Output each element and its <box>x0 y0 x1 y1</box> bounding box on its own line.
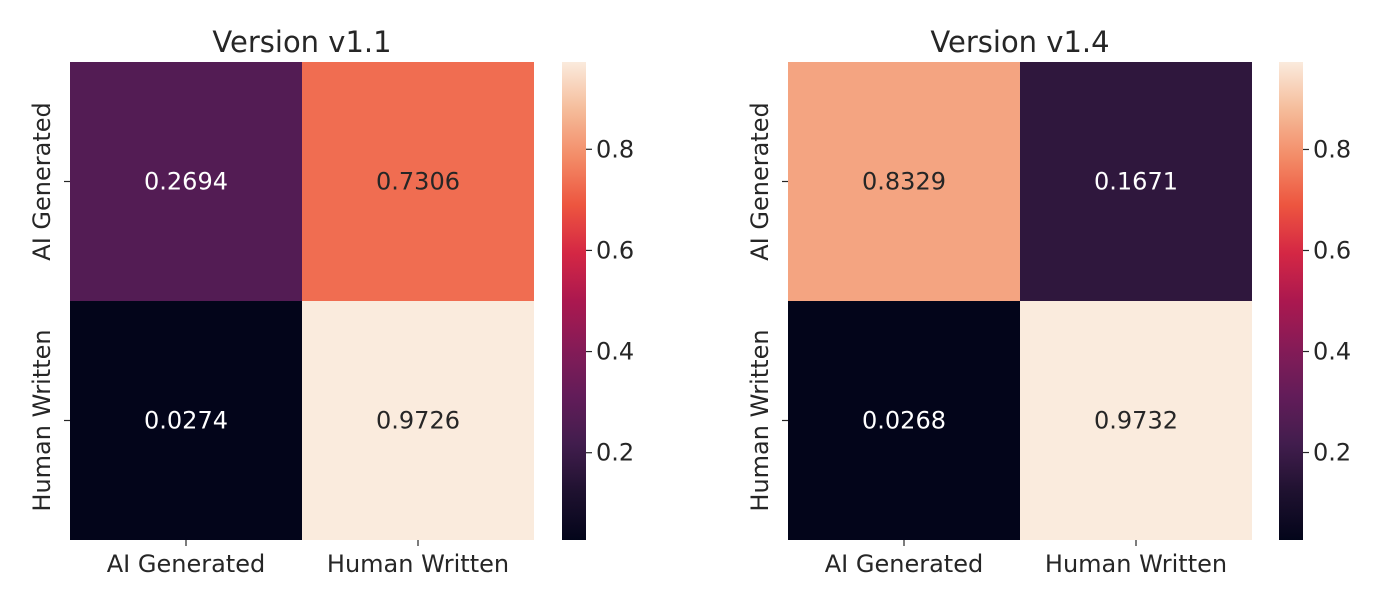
heatmap-cell <box>302 62 534 301</box>
heatmap-cell <box>70 301 302 540</box>
x-tick-label: Human Written <box>1045 550 1227 578</box>
heatmap-panel-2: Version v1.4 0.8329 0.1671 0.0268 0.9732 AI G… <box>746 25 1351 578</box>
cell-value-label: 0.7306 <box>376 168 460 196</box>
colorbar-tick-label: 0.2 <box>596 439 634 467</box>
x-tick-label: Human Written <box>327 550 509 578</box>
cell-value-label: 0.1671 <box>1094 168 1178 196</box>
colorbar-tick-label: 0.4 <box>596 338 634 366</box>
colorbar-tick-label: 0.6 <box>1313 236 1351 264</box>
colorbar-tick-label: 0.6 <box>596 236 634 264</box>
colorbar <box>1279 62 1303 540</box>
y-tick-label: Human Written <box>28 329 56 511</box>
y-tick-label: AI Generated <box>28 102 56 260</box>
heatmap-cell <box>302 301 534 540</box>
heatmap-cell <box>70 62 302 301</box>
cell-value-label: 0.0268 <box>862 407 946 435</box>
colorbar-tick-label: 0.2 <box>1313 439 1351 467</box>
colorbar-tick-label: 0.8 <box>1313 135 1351 163</box>
heatmap-panel-1: Version v1.1 0.2694 0.7306 0.0274 0.9726 AI G… <box>28 25 634 578</box>
heatmap-cell <box>1020 301 1252 540</box>
cell-value-label: 0.8329 <box>862 168 946 196</box>
y-tick-label: Human Written <box>746 329 774 511</box>
colorbar <box>562 62 586 540</box>
y-tick-label: AI Generated <box>746 102 774 260</box>
cell-value-label: 0.0274 <box>144 407 228 435</box>
colorbar-tick-label: 0.4 <box>1313 338 1351 366</box>
heatmap-cell <box>788 301 1020 540</box>
heatmap-cell <box>1020 62 1252 301</box>
heatmap-cell <box>788 62 1020 301</box>
cell-value-label: 0.9732 <box>1094 407 1178 435</box>
chart-title: Version v1.4 <box>930 25 1109 59</box>
chart-title: Version v1.1 <box>212 25 391 59</box>
cell-value-label: 0.9726 <box>376 407 460 435</box>
x-tick-label: AI Generated <box>825 550 983 578</box>
colorbar-tick-label: 0.8 <box>596 135 634 163</box>
cell-value-label: 0.2694 <box>144 168 228 196</box>
x-tick-label: AI Generated <box>107 550 265 578</box>
